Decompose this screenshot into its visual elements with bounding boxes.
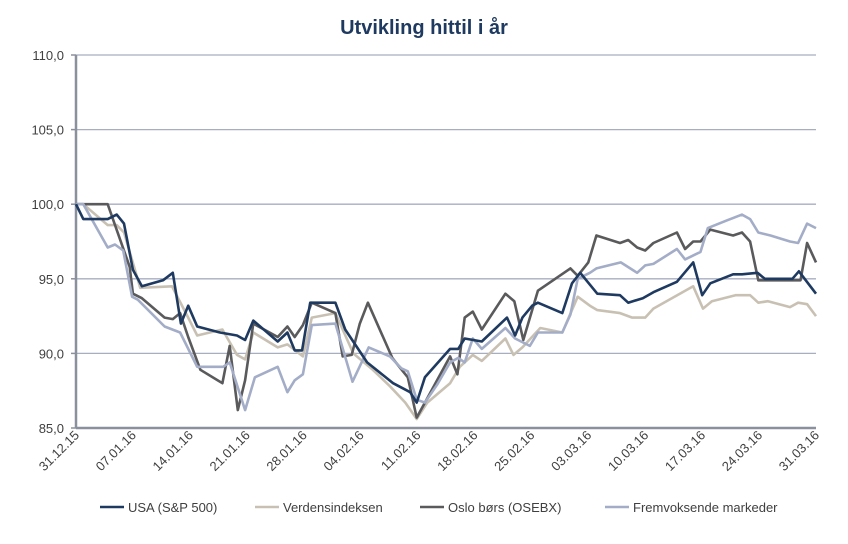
legend-item: USA (S&P 500) [100,500,217,515]
x-tick-label: 07.01.16 [93,428,139,474]
legend-label: USA (S&P 500) [128,500,217,515]
series-line-1 [76,202,818,421]
legend-item: Oslo børs (OSEBX) [420,500,561,515]
x-tick-label: 21.01.16 [206,428,252,474]
y-tick-label: 105,0 [31,123,64,138]
x-tick-label: 10.03.16 [605,428,651,474]
legend-label: Verdensindeksen [283,500,383,515]
x-tick-label: 03.03.16 [548,428,594,474]
legend-item: Fremvoksende markeder [605,500,778,515]
x-tick-label: 14.01.16 [150,428,196,474]
y-tick-label: 90,0 [39,346,64,361]
y-tick-label: 100,0 [31,197,64,212]
x-tick-label: 11.02.16 [378,428,424,474]
legend-label: Oslo børs (OSEBX) [448,500,561,515]
legend-label: Fremvoksende markeder [633,500,778,515]
y-tick-label: 85,0 [39,421,64,436]
x-tick-label: 31.03.16 [776,428,822,474]
x-tick-label: 17.03.16 [662,428,708,474]
legend: USA (S&P 500) Verdensindeksen Oslo børs (O… [100,500,778,515]
legend-item: Verdensindeksen [255,500,383,515]
x-tick-label: 28.01.16 [263,428,309,474]
x-tick-label: 04.02.16 [320,428,366,474]
series-line-2 [76,202,818,419]
chart-title: Utvikling hittil i år [340,16,508,39]
x-tick-label: 24.03.16 [719,428,765,474]
x-tick-label: 25.02.16 [491,428,537,474]
x-tick-label: 18.02.16 [434,428,480,474]
series-line-0 [74,203,818,404]
y-tick-label: 110,0 [32,48,64,63]
y-tick-label: 95,0 [39,272,64,287]
series-line-3 [76,202,817,412]
